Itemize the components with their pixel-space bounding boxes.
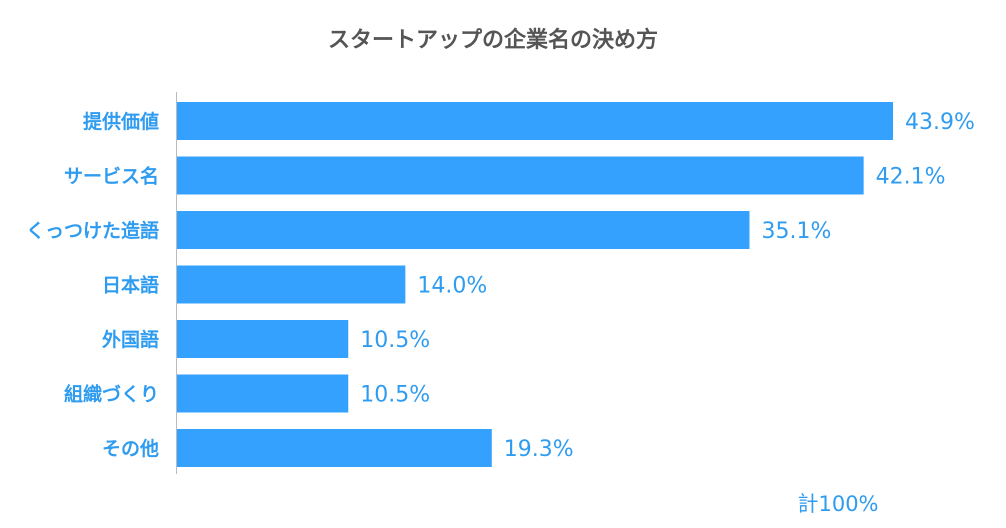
chart-title: スタートアップの企業名の決め方 xyxy=(328,27,658,53)
value-label: 19.3% xyxy=(504,437,574,462)
bar xyxy=(177,156,864,195)
bar xyxy=(177,429,492,467)
category-label: 外国語 xyxy=(102,328,159,351)
category-label: 提供価値 xyxy=(83,110,159,133)
total-note: 計100% xyxy=(797,492,878,516)
category-label: サービス名 xyxy=(64,165,159,188)
bar xyxy=(177,265,406,304)
value-label: 10.5% xyxy=(360,383,430,408)
value-label: 14.0% xyxy=(417,274,487,299)
category-label: くっつけた造語 xyxy=(26,219,159,242)
value-labels: 43.9% 42.1% 35.1% 14.0% 10.5% 10.5% 19.3% xyxy=(360,110,975,462)
category-label: 組織づくり xyxy=(64,383,159,406)
bar xyxy=(177,102,893,140)
value-label: 42.1% xyxy=(876,165,946,190)
value-label: 35.1% xyxy=(761,219,831,244)
bar xyxy=(177,211,750,249)
category-label: 日本語 xyxy=(102,274,159,297)
bar xyxy=(177,320,349,358)
value-label: 43.9% xyxy=(905,110,975,135)
bars-group xyxy=(177,102,893,467)
value-label: 10.5% xyxy=(360,328,430,353)
bar xyxy=(177,374,349,413)
category-label: その他 xyxy=(102,437,159,460)
